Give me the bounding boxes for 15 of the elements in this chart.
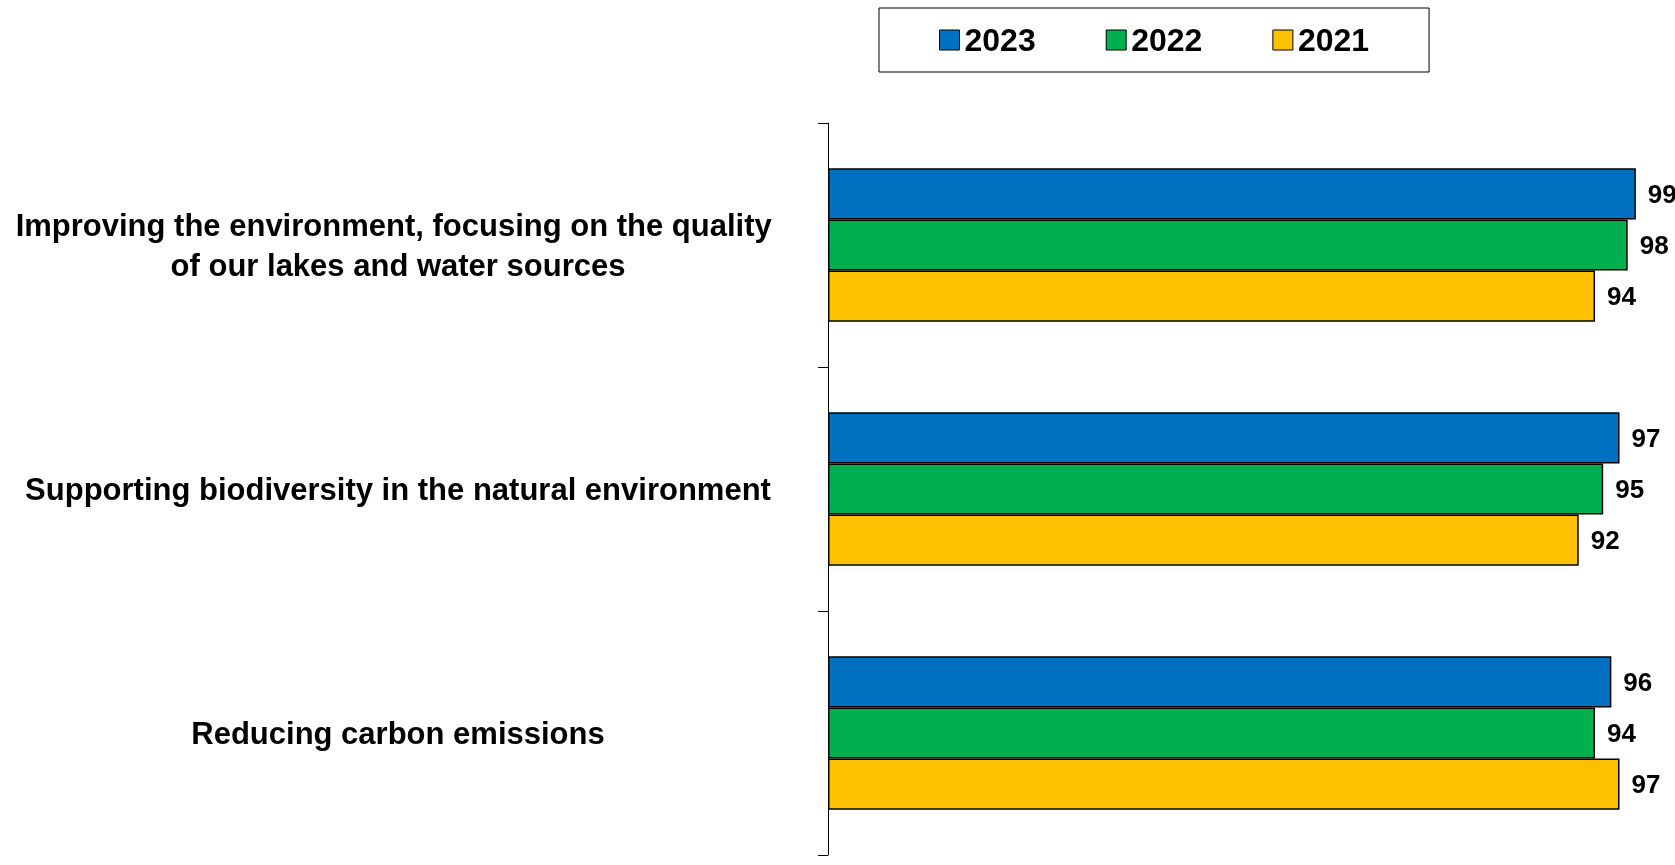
data-label: 94 [1607,281,1637,312]
data-label: 92 [1590,525,1620,556]
y-tick-label: Reducing carbon emissions [191,715,605,751]
data-label: 97 [1631,769,1661,800]
y-tick-label: Improving the environment, focusing on the quality of our lakes and water sources [15,207,781,283]
data-label: 97 [1631,422,1661,453]
legend-label: 2023 [964,22,1036,58]
y-tick-label: Supporting biodiversity in the natural environment [25,471,771,507]
data-label: 99 [1647,178,1675,209]
legend-label: 2022 [1131,22,1203,58]
data-label: 95 [1615,474,1645,504]
data-label: 98 [1639,230,1669,260]
data-label: 94 [1607,718,1637,748]
legend-label: 2021 [1297,22,1370,58]
data-label: 96 [1623,666,1653,697]
